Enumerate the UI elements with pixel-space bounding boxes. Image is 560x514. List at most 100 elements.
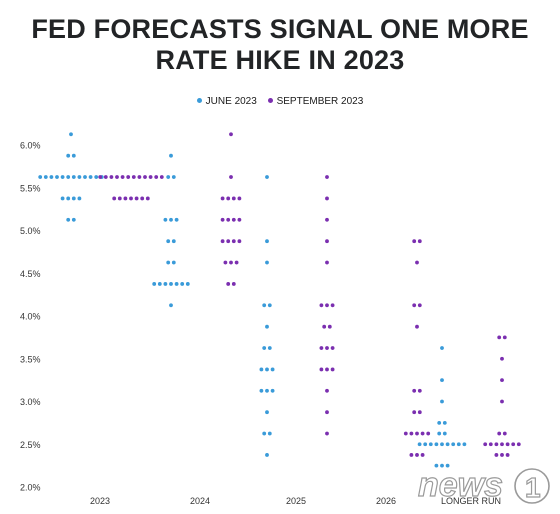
data-point-september (325, 346, 329, 350)
data-point-june (267, 431, 272, 436)
chart-legend: JUNE 2023 SEPTEMBER 2023 (0, 96, 560, 107)
legend-dot-september (267, 97, 273, 103)
data-point-june (265, 367, 269, 372)
data-point-september (415, 453, 419, 457)
legend-item-june: JUNE 2023 (196, 96, 257, 107)
legend-item-september: SEPTEMBER 2023 (267, 96, 364, 107)
data-point-september (220, 217, 225, 222)
data-point-september (137, 175, 142, 179)
data-point-september (327, 324, 332, 329)
data-point-september (237, 239, 242, 244)
data-point-september (415, 324, 419, 329)
data-point-june (440, 442, 444, 447)
data-point-june (437, 420, 442, 425)
data-point-june (88, 175, 93, 179)
data-point-june (66, 196, 71, 201)
data-point-september (325, 367, 329, 372)
data-point-september (229, 175, 233, 179)
data-point-september (319, 303, 324, 308)
data-point-september (516, 442, 521, 447)
data-point-june (437, 431, 442, 436)
news1-watermark-logo: news 1 (417, 465, 550, 505)
y-tick-label: 4.5% (20, 269, 41, 279)
data-point-september (112, 196, 117, 201)
data-point-june (163, 217, 168, 222)
data-point-september (231, 217, 236, 222)
data-point-september (420, 431, 425, 436)
data-point-june (445, 463, 450, 468)
data-point-september (231, 196, 236, 201)
data-point-june (451, 442, 456, 447)
data-point-june (259, 388, 264, 393)
data-point-june (77, 196, 82, 201)
data-point-september (231, 239, 236, 244)
x-tick-label: LONGER RUN (441, 496, 501, 506)
data-point-june (265, 410, 269, 415)
data-point-september (505, 453, 510, 457)
data-point-june (60, 196, 65, 201)
data-point-june (185, 282, 190, 286)
data-point-september (426, 431, 431, 436)
data-point-june (423, 442, 428, 447)
data-point-september (505, 442, 510, 447)
legend-label-september: SEPTEMBER 2023 (276, 96, 364, 107)
data-point-june (94, 175, 99, 179)
data-point-september (409, 453, 414, 457)
data-point-june (440, 399, 444, 404)
svg-text:news: news (418, 466, 503, 504)
data-point-september (330, 303, 335, 308)
data-point-september (319, 346, 324, 350)
data-point-september (325, 239, 329, 244)
data-point-september (234, 260, 239, 265)
data-point-september (134, 196, 139, 201)
data-point-september (500, 356, 504, 361)
data-point-june (66, 153, 71, 158)
data-point-june (417, 442, 422, 447)
data-point-june (171, 239, 176, 244)
data-point-september (511, 442, 516, 447)
data-point-june (49, 175, 54, 179)
y-tick-label: 3.0% (20, 397, 41, 407)
data-point-june (442, 431, 447, 436)
data-point-june (166, 175, 171, 179)
y-tick-label: 5.0% (20, 226, 41, 236)
data-point-september (494, 442, 499, 447)
data-point-september (131, 175, 136, 179)
data-point-june (77, 175, 82, 179)
data-point-september (220, 239, 225, 244)
data-point-september (98, 175, 103, 179)
data-point-june (69, 132, 73, 137)
data-point-june (83, 175, 87, 179)
data-point-september (403, 431, 408, 436)
data-point-september (229, 132, 233, 137)
data-point-june (174, 282, 179, 286)
chart-title-line-2: RATE HIKE IN 2023 (155, 45, 405, 75)
data-point-june (169, 153, 173, 158)
data-point-june (171, 260, 176, 265)
data-point-june (60, 175, 65, 179)
y-tick-label: 5.5% (20, 183, 41, 193)
data-point-september (231, 282, 236, 286)
data-point-june (462, 442, 467, 447)
data-point-september (415, 260, 419, 265)
data-point-june (180, 282, 185, 286)
data-point-september (330, 367, 335, 372)
data-point-september (417, 410, 422, 415)
data-point-september (226, 217, 231, 222)
data-point-june (166, 239, 171, 244)
data-point-june (262, 431, 267, 436)
x-tick-label: 2025 (286, 496, 306, 506)
data-point-september (325, 175, 329, 179)
data-point-june (38, 175, 43, 179)
data-point-september (417, 239, 422, 244)
data-point-september (417, 303, 422, 308)
data-point-september (159, 175, 164, 179)
y-tick-label: 6.0% (20, 141, 41, 151)
data-point-september (497, 431, 502, 436)
data-point-june (169, 282, 173, 286)
data-point-september (226, 239, 231, 244)
data-point-june (259, 367, 264, 372)
data-point-september (412, 388, 417, 393)
data-point-june (55, 175, 59, 179)
